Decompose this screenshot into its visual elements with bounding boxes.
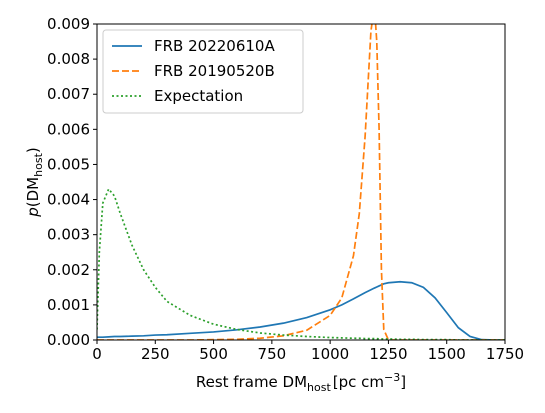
series-line	[97, 187, 505, 340]
legend-label: FRB 20220610A	[154, 37, 275, 55]
x-tick-label: 0	[92, 345, 102, 363]
x-tick-label: 750	[258, 345, 287, 363]
y-tick-label: 0.002	[47, 261, 90, 279]
x-tick-label: 1500	[428, 345, 466, 363]
y-axis-label-part: (DM	[24, 177, 42, 207]
legend-label: Expectation	[154, 87, 243, 105]
y-tick-label: 0.007	[47, 85, 90, 103]
x-tick-label: 1750	[486, 345, 524, 363]
x-axis-label-part: [pc cm	[333, 373, 384, 391]
y-tick-label: 0.001	[47, 296, 90, 314]
y-tick-label: 0.005	[47, 155, 90, 173]
x-tick-label: 250	[141, 345, 170, 363]
y-tick-label: 0.000	[47, 331, 90, 349]
legend-label: FRB 20190520B	[154, 62, 275, 80]
x-tick-label: 500	[199, 345, 228, 363]
plot-frame	[96, 23, 506, 341]
y-tick-label: 0.003	[47, 226, 90, 244]
y-tick-label: 0.006	[47, 120, 90, 138]
legend-box	[102, 29, 304, 114]
x-axis-label-part: ]	[400, 373, 406, 391]
x-axis-label: Rest frame DMhost [pc cm−3]	[196, 371, 406, 394]
x-axis-label-part: host	[307, 381, 331, 394]
x-tick-label: 1000	[311, 345, 349, 363]
plot-lines	[97, 24, 505, 340]
y-tick-label: 0.004	[47, 191, 90, 209]
x-tick-label: 1250	[369, 345, 407, 363]
y-tick-label: 0.008	[47, 50, 90, 68]
x-axis-label-part: Rest frame DM	[196, 373, 307, 391]
y-axis-label-part: p	[24, 207, 42, 218]
y-axis-label-part: )	[24, 147, 42, 153]
x-axis-label-part: −3	[384, 371, 400, 384]
series-line	[97, 24, 505, 340]
y-axis-label-part: host	[32, 152, 45, 176]
y-tick-label: 0.009	[47, 15, 90, 33]
y-axis-label: p(DMhost)	[24, 147, 45, 218]
series-line	[97, 280, 505, 340]
